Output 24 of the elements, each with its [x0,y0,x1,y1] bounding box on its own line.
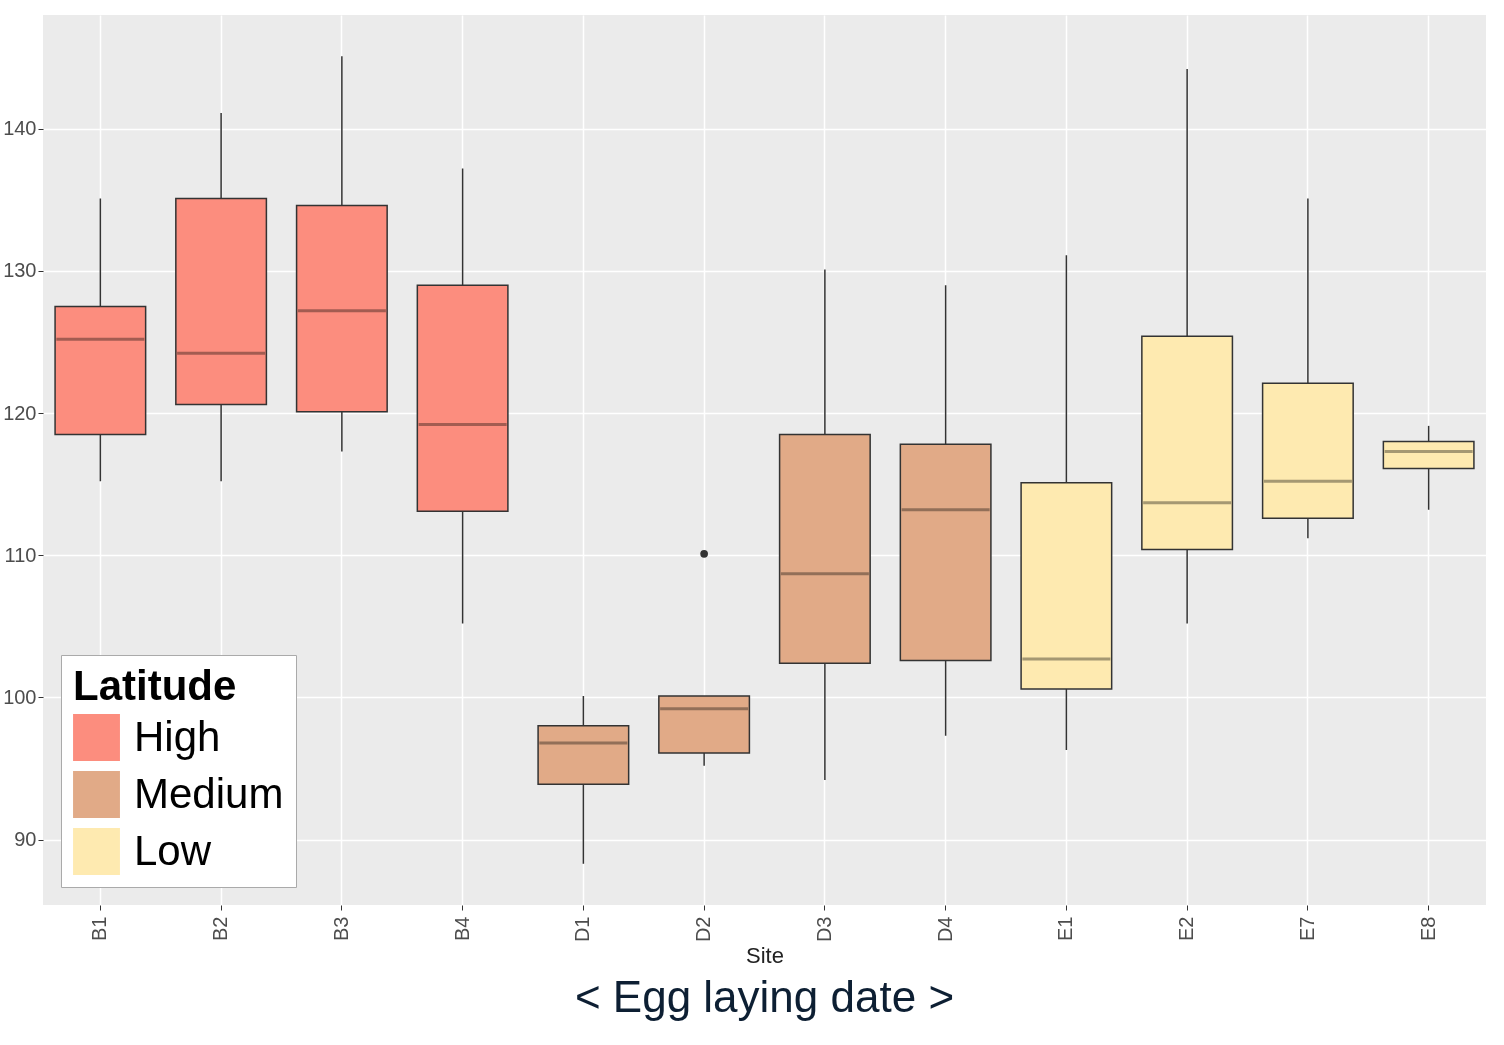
legend-label: High [134,712,221,760]
y-tick-label: 100 [3,685,37,708]
x-tick-label: E1 [1054,916,1077,941]
x-tick-label: E2 [1175,916,1198,941]
legend-title: Latitude [73,662,237,709]
y-tick-label: 90 [14,828,37,851]
x-tick-label: B2 [209,916,232,941]
y-tick-label: 110 [4,543,37,566]
x-tick-label: D1 [571,916,594,943]
y-tick-label: 120 [3,401,37,424]
x-tick-label: B3 [329,916,352,941]
x-tick-label: E8 [1416,916,1439,941]
x-tick-label: D3 [812,916,835,943]
x-tick-label: E7 [1295,916,1318,941]
x-tick-label: B1 [88,916,111,941]
legend-label: Low [134,826,212,874]
x-tick-label: D2 [692,916,715,943]
y-tick-label: 140 [3,117,37,140]
x-tick-label: B4 [450,916,473,941]
y-tick-label: 130 [3,259,37,282]
legend-label: Medium [134,769,284,817]
x-tick-label: D4 [933,916,956,943]
x-axis-title: Site [746,943,784,969]
text: < Egg laying date > [574,971,955,1021]
